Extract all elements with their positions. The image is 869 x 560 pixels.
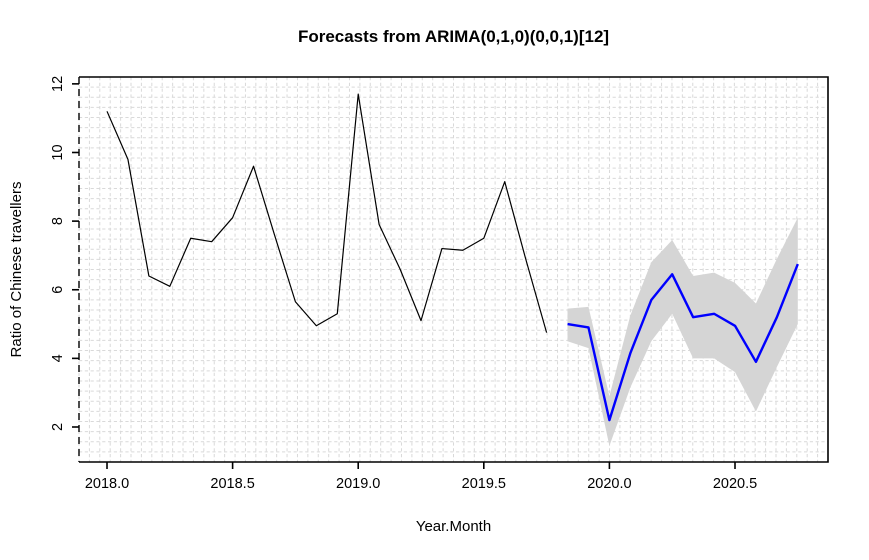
x-tick-label: 2018.5 [210, 476, 254, 492]
y-tick-label: 12 [50, 76, 66, 92]
chart-title: Forecasts from ARIMA(0,1,0)(0,0,1)[12] [298, 27, 609, 46]
forecast-confidence-band [567, 217, 798, 446]
x-axis-title: Year.Month [416, 518, 491, 535]
y-axis-title: Ratio of Chinese travellers [8, 182, 25, 358]
y-tick-label: 6 [50, 286, 66, 294]
observed-series-line [106, 93, 548, 333]
x-tick-label: 2019.0 [336, 476, 380, 492]
x-tick-label: 2018.0 [85, 476, 129, 492]
y-tick-label: 10 [50, 144, 66, 160]
forecast-mean-line [567, 263, 799, 422]
x-tick-label: 2020.0 [587, 476, 631, 492]
x-tick-label: 2020.5 [713, 476, 757, 492]
y-tick-label: 2 [50, 423, 66, 431]
x-tick-label: 2019.5 [462, 476, 506, 492]
plot-border [79, 76, 829, 463]
y-tick-label: 8 [50, 217, 66, 225]
y-tick-label: 4 [50, 354, 66, 362]
